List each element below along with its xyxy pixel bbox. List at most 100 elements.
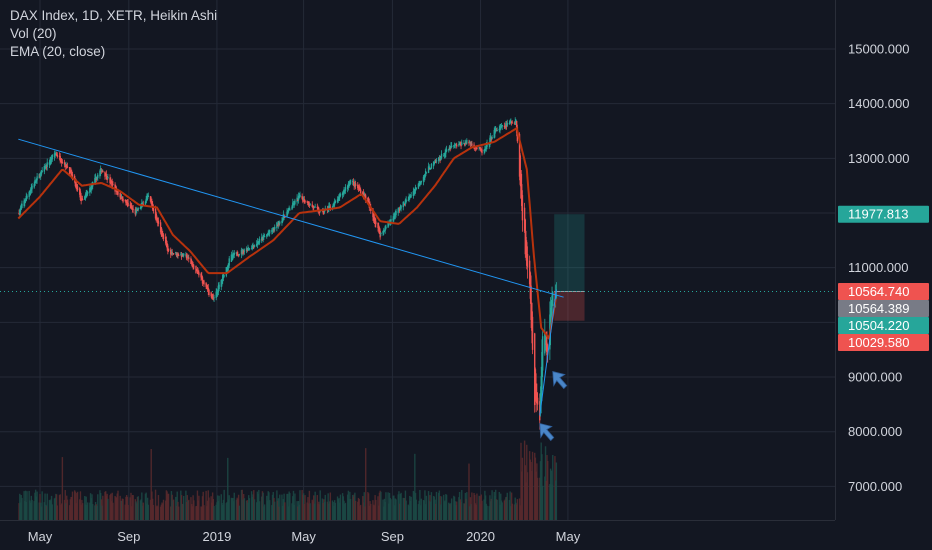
volume-bar <box>268 500 271 520</box>
volume-bar <box>508 500 511 520</box>
price-label-bg <box>838 333 929 351</box>
candle-body <box>505 124 508 127</box>
candle-body <box>466 140 468 144</box>
volume-bar <box>86 504 88 520</box>
candle-body <box>499 126 501 130</box>
volume-bar <box>172 500 174 520</box>
candle-body <box>238 253 241 255</box>
candle-body <box>104 171 106 177</box>
volume-bar <box>504 499 506 520</box>
candle-body <box>518 134 521 177</box>
candle-body <box>545 340 547 345</box>
candle-body <box>66 164 68 169</box>
volume-bar <box>501 502 503 520</box>
arrow-1[interactable] <box>539 422 555 442</box>
legend-volume[interactable]: Vol (20) <box>10 26 57 41</box>
candle-body <box>30 187 33 192</box>
candle-body <box>180 254 182 256</box>
volume-bar <box>251 497 254 520</box>
volume-bar <box>110 501 113 520</box>
volume-bar <box>86 502 89 520</box>
candle-body <box>465 143 467 145</box>
legend-symbol[interactable]: DAX Index, 1D, XETR, Heikin Ashi <box>10 8 218 23</box>
trendline-rising[interactable] <box>539 289 557 416</box>
volume-bar <box>121 498 124 520</box>
candle-body <box>278 223 280 225</box>
volume-bar <box>365 448 367 520</box>
target-zone[interactable] <box>554 214 585 292</box>
volume-bar <box>272 492 274 520</box>
candle-body <box>29 191 31 195</box>
candle-body <box>291 206 293 210</box>
price-axis[interactable]: 15000.000 14000.000 13000.000 11000.000 9000… <box>835 0 910 520</box>
candle-body <box>54 153 56 156</box>
candle-body <box>338 195 340 201</box>
volume-bar <box>337 499 339 520</box>
candle-body <box>110 180 112 182</box>
candle-body <box>171 251 173 255</box>
volume-bar <box>342 496 345 520</box>
volume-bar <box>101 505 103 520</box>
volume-bar <box>404 490 407 520</box>
volume-bar <box>529 459 532 520</box>
candle-body <box>469 142 472 145</box>
volume-bar <box>288 491 290 520</box>
candle-body <box>205 282 207 287</box>
candle-body <box>109 177 111 184</box>
trendline[interactable] <box>18 138 564 416</box>
candle-body <box>414 187 417 191</box>
candle-body <box>458 142 461 145</box>
candle-body <box>248 248 251 250</box>
candle-body <box>395 210 397 215</box>
candle-body <box>213 297 215 299</box>
volume-bar <box>71 491 74 520</box>
candle-body <box>534 333 536 406</box>
candle-body <box>185 254 187 256</box>
volume-bar <box>380 491 382 520</box>
volume-bar <box>156 505 158 520</box>
trendline-main[interactable] <box>18 138 564 298</box>
time-axis[interactable]: May Sep 2019 May Sep 2020 May <box>0 520 835 545</box>
arrow-2[interactable] <box>552 371 568 390</box>
volume-bar <box>261 496 263 520</box>
price-tick-label: 8000.000 <box>848 424 902 439</box>
volume-bar <box>253 499 256 520</box>
volume-bar <box>323 499 325 520</box>
volume-bar <box>312 501 314 520</box>
candle-body <box>494 128 496 134</box>
candle-body <box>470 143 472 145</box>
volume-bar <box>478 495 480 520</box>
volume-bar <box>90 498 92 520</box>
candle-body <box>523 207 526 232</box>
volume-bar <box>167 493 169 520</box>
volume-bar <box>134 499 137 520</box>
volume-bar <box>331 500 334 520</box>
volume-bar <box>125 496 127 520</box>
candle-body <box>393 213 395 220</box>
candle-body <box>316 206 319 209</box>
arrow-annotations[interactable] <box>539 371 568 442</box>
candle-body <box>428 166 430 170</box>
candle-body <box>134 209 137 215</box>
candle-body <box>202 280 204 282</box>
volume-bar <box>430 501 432 520</box>
candle-body <box>484 148 487 150</box>
volume-bar <box>510 506 512 520</box>
candle-body <box>357 186 360 189</box>
volume-bar <box>321 498 324 520</box>
candle-body <box>308 204 311 206</box>
candle-body <box>274 226 276 230</box>
volume-bar <box>29 500 31 520</box>
volume-bar <box>255 502 258 520</box>
volume-bar <box>215 504 217 520</box>
candle-body <box>519 155 521 185</box>
volume-bar <box>395 499 397 520</box>
volume-bar <box>398 503 401 520</box>
price-label-bg <box>838 282 929 300</box>
candle-body <box>51 154 53 160</box>
volume-bar <box>417 504 420 520</box>
legend-ema[interactable]: EMA (20, close) <box>10 44 106 59</box>
volume-bar <box>353 494 355 520</box>
